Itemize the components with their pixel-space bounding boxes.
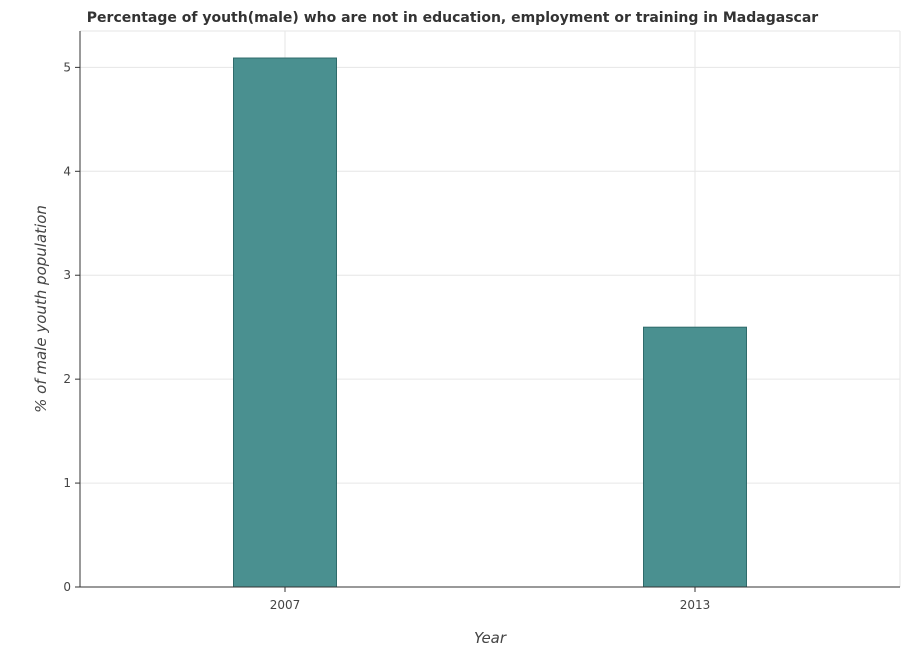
y-tick-label: 4 — [63, 164, 71, 178]
y-axis-label: % of male youth population — [32, 205, 50, 413]
y-tick-label: 3 — [63, 268, 71, 282]
x-tick-label: 2013 — [680, 598, 711, 612]
y-tick-label: 2 — [63, 372, 71, 386]
chart-title: Percentage of youth(male) who are not in… — [86, 10, 819, 26]
x-axis-label: Year — [474, 629, 507, 647]
grid-lines — [80, 30, 901, 588]
x-tick-label: 2007 — [270, 598, 301, 612]
bar-2007 — [233, 57, 337, 588]
bars — [233, 57, 747, 588]
axes: 0 1 2 3 4 5 2007 2013 — [63, 31, 900, 612]
bar-2013 — [643, 326, 747, 588]
y-tick-label: 0 — [63, 580, 71, 594]
y-tick-label: 1 — [63, 476, 71, 490]
y-tick-label: 5 — [63, 60, 71, 74]
